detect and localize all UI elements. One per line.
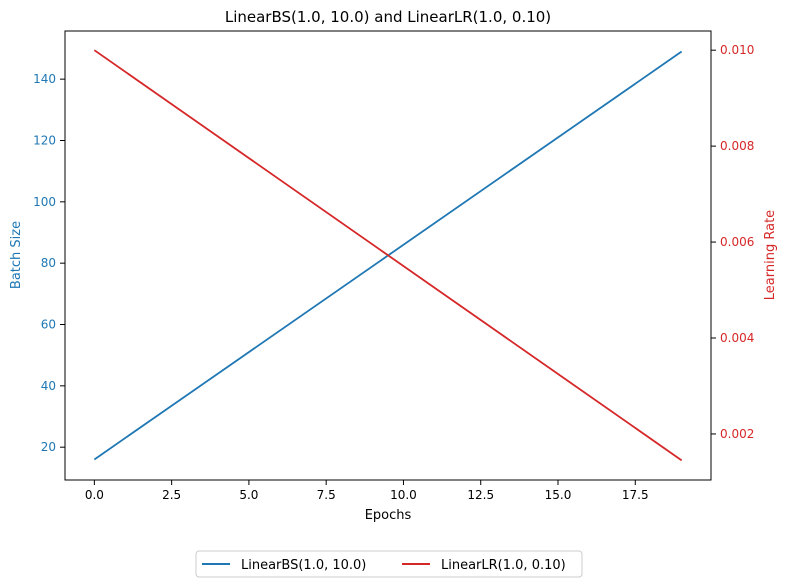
x-tick-label: 10.0 [390, 488, 417, 502]
plot-area [64, 30, 712, 481]
legend-label-lr: LinearLR(1.0, 0.10) [441, 558, 566, 573]
right-y-axis-ticks: 0.002 0.004 0.006 0.008 0.010 [711, 43, 754, 441]
x-tick-label: 2.5 [162, 488, 181, 502]
legend-box [195, 550, 583, 578]
left-y-tick-label: 100 [33, 195, 56, 209]
x-tick-label: 12.5 [467, 488, 494, 502]
left-y-tick-label: 140 [33, 72, 56, 86]
right-y-tick-label: 0.006 [720, 235, 754, 249]
left-y-axis-ticks: 20 40 60 80 100 120 140 [33, 72, 65, 454]
legend: LinearBS(1.0, 10.0) LinearLR(1.0, 0.10) [195, 550, 583, 578]
legend-label-bs: LinearBS(1.0, 10.0) [241, 558, 366, 573]
left-y-tick-label: 80 [41, 256, 56, 270]
x-tick-label: 5.0 [239, 488, 258, 502]
right-y-tick-label: 0.002 [720, 427, 754, 441]
series-lines [93, 49, 683, 462]
left-y-tick-label: 120 [33, 133, 56, 147]
x-tick-label: 17.5 [622, 488, 649, 502]
x-axis-ticks: 0.0 2.5 5.0 7.5 10.0 12.5 15.0 17.5 [85, 480, 649, 502]
left-y-tick-label: 40 [41, 379, 56, 393]
chart-title: LinearBS(1.0, 10.0) and LinearLR(1.0, 0.… [225, 8, 551, 26]
left-y-tick-label: 20 [41, 440, 56, 454]
right-y-axis-label: Learning Rate [763, 210, 778, 300]
x-tick-label: 15.0 [545, 488, 572, 502]
right-y-tick-label: 0.004 [720, 331, 754, 345]
x-tick-label: 7.5 [317, 488, 336, 502]
left-y-tick-label: 60 [41, 318, 56, 332]
left-y-axis-label: Batch Size [9, 221, 24, 289]
x-axis-label: Epochs [365, 508, 412, 523]
series-line-learning-rate [93, 49, 683, 462]
right-y-tick-label: 0.010 [720, 43, 754, 57]
right-y-tick-label: 0.008 [720, 139, 754, 153]
x-tick-label: 0.0 [85, 488, 104, 502]
